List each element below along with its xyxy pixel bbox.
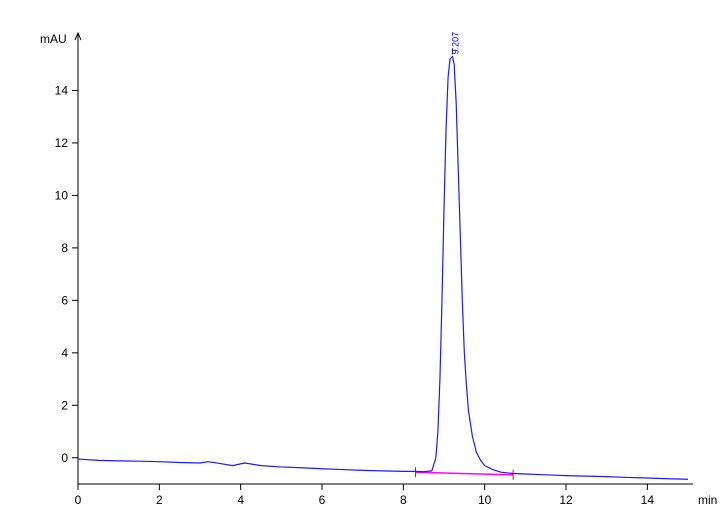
x-tick-label: 14: [641, 493, 655, 507]
y-tick-label: 12: [55, 136, 69, 150]
x-axis-label: min: [698, 493, 717, 507]
x-tick-label: 12: [559, 493, 573, 507]
y-tick-label: 4: [61, 346, 68, 360]
y-tick-label: 10: [55, 188, 69, 202]
x-tick-label: 2: [156, 493, 163, 507]
x-tick-label: 10: [478, 493, 492, 507]
y-tick-label: 14: [55, 83, 69, 97]
peak-retention-label: 9.207: [450, 32, 460, 55]
y-tick-label: 8: [61, 241, 68, 255]
y-tick-label: 2: [61, 398, 68, 412]
y-tick-label: 6: [61, 293, 68, 307]
chromatogram-svg: 0 2 4 6 8 10 12 14 min 0 2 4 6 8 10 12 14 mAU 9.207: [0, 0, 720, 528]
x-tick-label: 0: [75, 493, 82, 507]
x-tick-label: 4: [237, 493, 244, 507]
x-tick-label: 8: [400, 493, 407, 507]
x-tick-label: 6: [319, 493, 326, 507]
chromatogram-chart: 0 2 4 6 8 10 12 14 min 0 2 4 6 8 10 12 14 mAU 9.207: [0, 0, 720, 528]
y-tick-label: 0: [61, 451, 68, 465]
y-axis-label: mAU: [40, 32, 67, 46]
